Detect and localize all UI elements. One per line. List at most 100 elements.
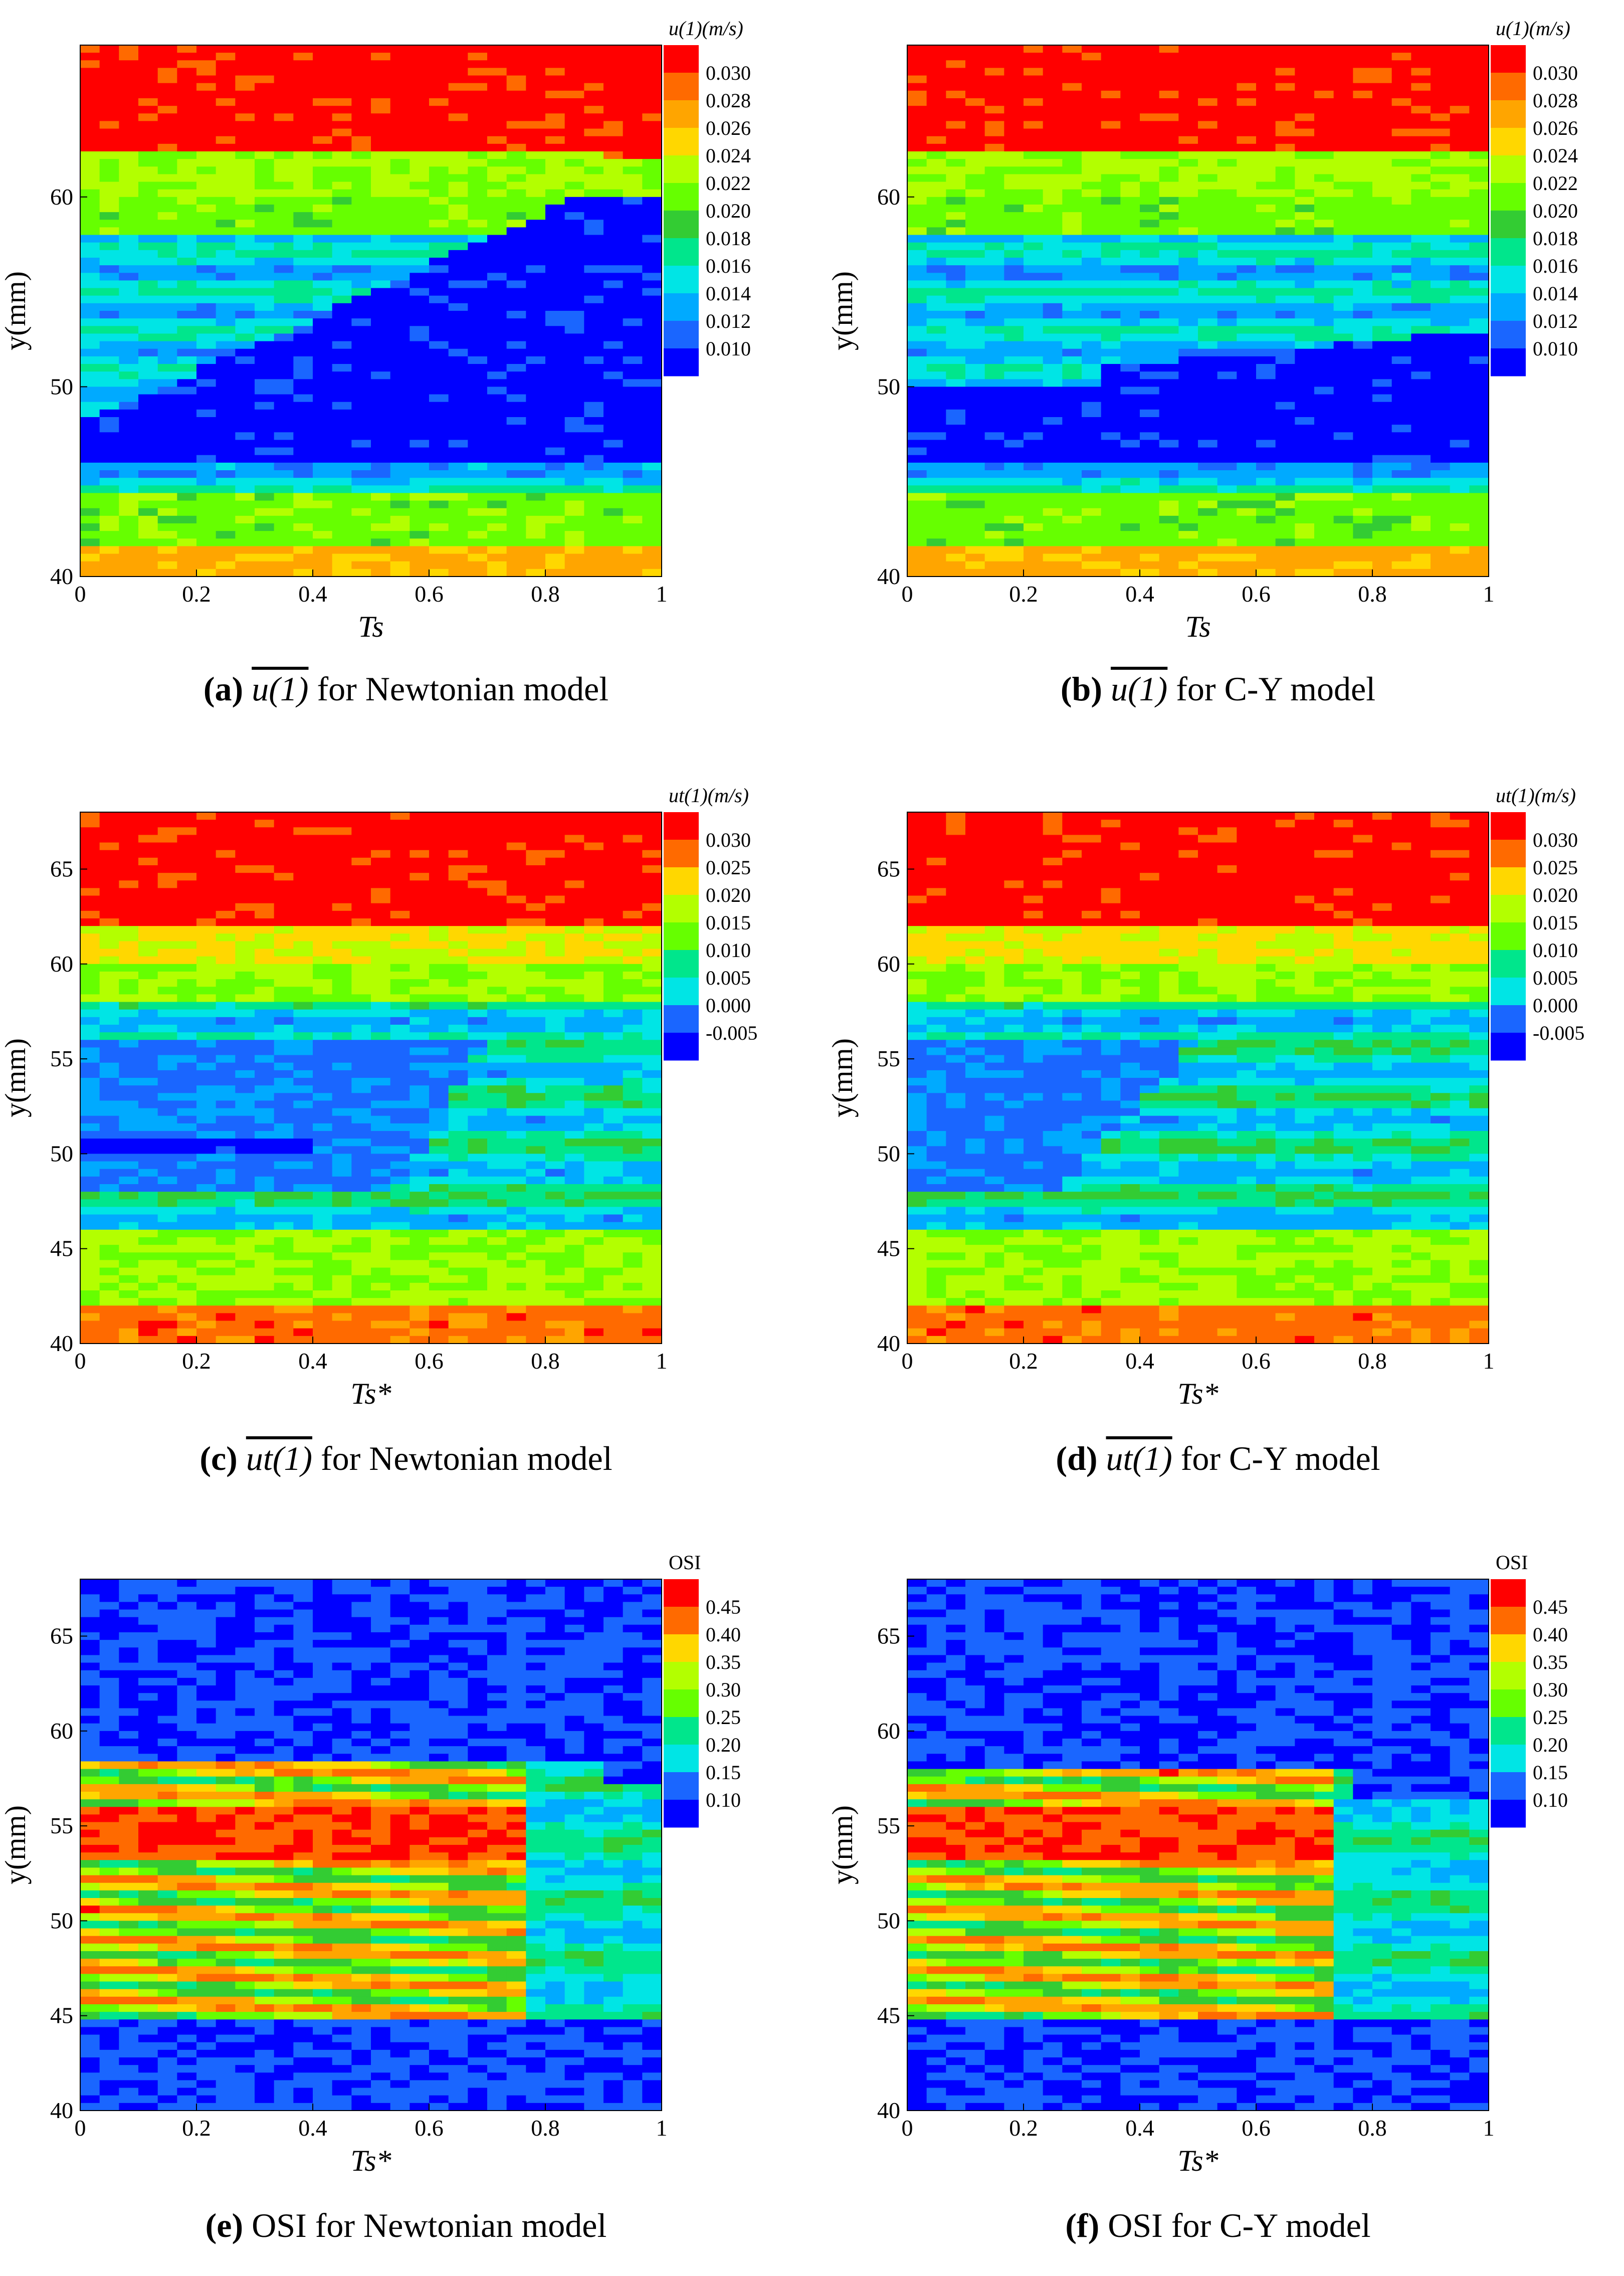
heatmap-cell [429, 68, 449, 76]
heatmap-cell [1450, 174, 1470, 182]
heatmap-cell [526, 333, 546, 342]
heatmap-cell [1140, 508, 1160, 516]
heatmap-cell [1237, 364, 1257, 372]
heatmap-cell [410, 820, 430, 828]
heatmap-cell [1062, 561, 1082, 570]
heatmap-cell [351, 873, 371, 881]
heatmap-cell [1333, 83, 1353, 91]
heatmap-cell [1140, 478, 1160, 486]
heatmap-cell [526, 143, 546, 152]
heatmap-cell [371, 835, 391, 843]
heatmap-cell [371, 341, 391, 349]
heatmap-cell [1256, 493, 1276, 501]
heatmap-cell [564, 926, 584, 934]
heatmap-cell [1295, 242, 1315, 251]
heatmap-cell [584, 242, 604, 251]
heatmap-cell [177, 493, 197, 501]
heatmap-cell [1275, 45, 1295, 53]
heatmap-cell [545, 888, 565, 896]
heatmap-cell [351, 83, 371, 91]
heatmap-cell [984, 379, 1004, 388]
heatmap-cell [1353, 364, 1373, 372]
heatmap-cell [623, 865, 643, 873]
heatmap-cell [80, 895, 100, 904]
heatmap-cell [468, 197, 488, 205]
heatmap-cell [642, 880, 662, 889]
heatmap-cell [448, 174, 468, 182]
heatmap-cell [1120, 318, 1140, 326]
heatmap-cell [984, 106, 1004, 114]
heatmap-cell [371, 500, 391, 509]
heatmap-cell [1062, 53, 1082, 61]
heatmap-cell [468, 568, 488, 577]
heatmap-cell [177, 895, 197, 904]
heatmap-cell [216, 235, 236, 243]
heatmap-cell [1295, 53, 1315, 61]
heatmap-cell [1024, 166, 1044, 175]
heatmap-cell [1275, 273, 1295, 281]
heatmap-cell [1333, 235, 1353, 243]
heatmap-cell [1140, 318, 1160, 326]
heatmap-cell [926, 493, 946, 501]
heatmap-cell [80, 835, 100, 843]
heatmap-cell [448, 83, 468, 91]
heatmap-cell [984, 220, 1004, 228]
heatmap-cell [907, 447, 927, 456]
heatmap-cell [1101, 181, 1121, 190]
heatmap-cell [1178, 258, 1198, 266]
legend-label: 0.012 [1533, 310, 1578, 332]
heatmap-cell [1217, 265, 1237, 273]
heatmap-cell [468, 500, 488, 509]
heatmap-cell [1256, 295, 1276, 304]
heatmap-cell [1004, 205, 1024, 213]
heatmap-cell [196, 835, 217, 843]
heatmap-cell [216, 903, 236, 911]
heatmap-cell [332, 235, 352, 243]
heatmap-cell [1043, 546, 1063, 554]
heatmap-cell [293, 151, 313, 159]
heatmap-cell [584, 873, 604, 881]
heatmap-cell [907, 197, 927, 205]
heatmap-cell [545, 561, 565, 570]
heatmap-cell [1431, 311, 1451, 319]
heatmap-cell [1082, 227, 1102, 236]
heatmap-cell [351, 174, 371, 182]
heatmap-cell [984, 265, 1004, 273]
heatmap-cell [216, 470, 236, 478]
y-tick-label: 40 [877, 563, 900, 589]
heatmap-cell [351, 181, 371, 190]
heatmap-cell [429, 189, 449, 198]
heatmap-cell [235, 949, 255, 957]
heatmap-cell [1101, 364, 1121, 372]
heatmap-cell [1391, 128, 1411, 137]
heatmap-cell [332, 926, 352, 934]
heatmap-cell [1198, 515, 1218, 524]
heatmap-cell [526, 842, 546, 851]
heatmap-cell [196, 425, 217, 433]
heatmap-cell [1256, 280, 1276, 289]
heatmap-cell [1024, 394, 1044, 403]
heatmap-cell [1333, 220, 1353, 228]
heatmap-cell [1062, 265, 1082, 273]
heatmap-cell [410, 910, 430, 919]
heatmap-cell [410, 356, 430, 364]
heatmap-cell [293, 273, 313, 281]
heatmap-cell [1178, 303, 1198, 311]
heatmap-cell [984, 478, 1004, 486]
heatmap-cell [1082, 409, 1102, 418]
heatmap-cell [235, 159, 255, 167]
heatmap-cell [293, 242, 313, 251]
heatmap-cell [1333, 341, 1353, 349]
heatmap-cell [332, 553, 352, 562]
heatmap-cell [177, 311, 197, 319]
heatmap-cell [332, 561, 352, 570]
heatmap-cell [255, 402, 275, 410]
heatmap-cell [1120, 523, 1140, 531]
heatmap-cell [196, 265, 217, 273]
heatmap-cell [1062, 311, 1082, 319]
heatmap-cell [584, 409, 604, 418]
heatmap-cell [1391, 75, 1411, 84]
heatmap-cell [1469, 227, 1489, 236]
heatmap-cell [1391, 318, 1411, 326]
heatmap-cell [390, 364, 410, 372]
